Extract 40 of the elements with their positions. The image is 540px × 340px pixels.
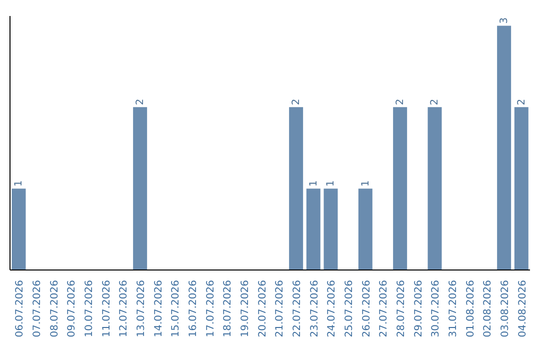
x-tick-label: 29.07.2026 (413, 280, 424, 338)
data-label: 1 (14, 180, 25, 187)
x-tick-label: 19.07.2026 (240, 280, 251, 338)
x-tick-label: 31.07.2026 (448, 280, 459, 338)
x-tick-label: 25.07.2026 (344, 280, 355, 338)
x-tick-label: 15.07.2026 (170, 280, 182, 338)
x-tick-label: 10.07.2026 (84, 280, 95, 338)
data-label: 2 (430, 98, 441, 106)
x-tick-label: 14.07.2026 (153, 280, 164, 338)
x-tick-label: 21.07.2026 (274, 280, 286, 338)
x-tick-label: 28.07.2026 (396, 280, 407, 338)
x-tick-label: 08.07.2026 (49, 280, 60, 338)
x-tick-label: 12.07.2026 (118, 280, 130, 338)
data-label: 2 (135, 98, 146, 106)
x-tick-label: 16.07.2026 (188, 280, 199, 338)
x-tick-label: 04.08.2026 (517, 280, 528, 338)
x-tick-label: 06.07.2026 (14, 280, 26, 338)
x-tick-label: 17.07.2026 (205, 280, 216, 338)
x-tick-label: 01.08.2026 (465, 280, 476, 338)
data-label: 2 (516, 98, 528, 106)
x-tick-label: 22.07.2026 (292, 280, 303, 338)
data-label: 1 (360, 180, 372, 187)
x-tick-label: 03.08.2026 (500, 280, 511, 338)
data-label: 1 (326, 180, 337, 187)
x-tick-label: 13.07.2026 (136, 280, 147, 338)
x-tick-label: 20.07.2026 (257, 280, 268, 338)
x-tick-label: 18.07.2026 (222, 280, 234, 338)
x-tick-label: 11.07.2026 (101, 280, 112, 338)
data-label: 1 (308, 180, 320, 187)
data-label: 3 (499, 17, 510, 24)
x-tick-label: 30.07.2026 (430, 280, 442, 338)
x-tick-label: 24.07.2026 (326, 280, 338, 338)
x-tick-label: 09.07.2026 (66, 280, 78, 338)
data-label: 2 (291, 98, 302, 106)
x-tick-label: 26.07.2026 (361, 280, 372, 338)
x-tick-label: 02.08.2026 (482, 280, 494, 338)
data-label: 2 (395, 98, 406, 106)
x-tick-label: 27.07.2026 (378, 280, 390, 338)
x-tick-label: 07.07.2026 (32, 280, 43, 338)
x-tick-label: 23.07.2026 (309, 280, 320, 338)
